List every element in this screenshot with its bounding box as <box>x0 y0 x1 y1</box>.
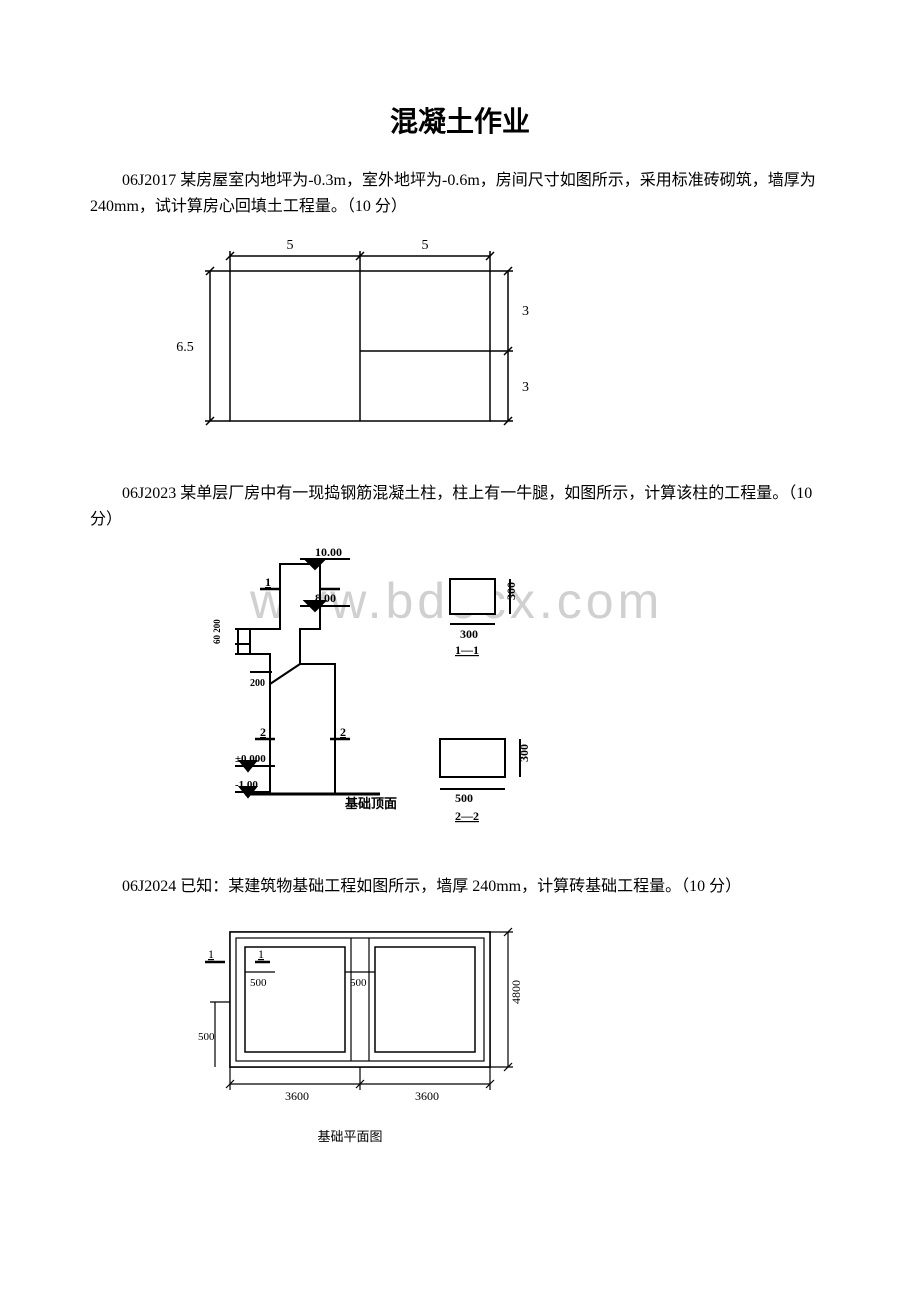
svg-text:200: 200 <box>250 678 265 689</box>
svg-text:300: 300 <box>504 582 518 600</box>
svg-text:300: 300 <box>460 627 478 641</box>
figure-1: 5 5 6.5 3.5 3 <box>150 231 830 441</box>
svg-text:3600: 3600 <box>415 1089 439 1103</box>
svg-text:3: 3 <box>522 380 529 395</box>
svg-text:2—2: 2—2 <box>455 809 479 823</box>
svg-text:1—1: 1—1 <box>455 643 479 657</box>
svg-text:4800: 4800 <box>509 980 523 1004</box>
svg-text:500: 500 <box>455 791 473 805</box>
svg-text:6.5: 6.5 <box>176 340 194 355</box>
figure-2: www.bdocx.com <box>150 544 830 834</box>
svg-text:1: 1 <box>265 575 271 589</box>
svg-text:-1.00: -1.00 <box>235 779 258 791</box>
svg-text:3.5: 3.5 <box>522 304 530 319</box>
svg-text:500: 500 <box>350 977 367 989</box>
problem-1-text: 06J2017 某房屋室内地坪为-0.3m，室外地坪为-0.6m，房间尺寸如图所… <box>90 168 830 219</box>
figure-3-caption: 基础平面图 <box>150 1126 550 1145</box>
svg-text:1: 1 <box>208 947 214 961</box>
problem-2-text: 06J2023 某单层厂房中有一现捣钢筋混凝土柱，柱上有一牛腿，如图所示，计算该… <box>90 481 830 532</box>
page-title: 混凝土作业 <box>90 100 830 140</box>
svg-text:5: 5 <box>422 238 429 253</box>
svg-text:5: 5 <box>287 238 294 253</box>
svg-text:500: 500 <box>250 977 267 989</box>
svg-text:60 200: 60 200 <box>212 619 222 644</box>
svg-text:300: 300 <box>517 744 531 762</box>
problem-3-text: 06J2024 已知：某建筑物基础工程如图所示，墙厚 240mm，计算砖基础工程… <box>90 874 830 900</box>
svg-text:±0.000: ±0.000 <box>235 753 266 765</box>
svg-text:2: 2 <box>260 725 266 739</box>
svg-text:3600: 3600 <box>285 1089 309 1103</box>
svg-text:500: 500 <box>198 1031 215 1043</box>
svg-text:2: 2 <box>340 725 346 739</box>
svg-text:基础顶面: 基础顶面 <box>344 796 397 811</box>
figure-3: 1 1 500 500 500 3600 3600 4800 基础平面图 <box>150 912 830 1145</box>
svg-text:10.00: 10.00 <box>315 545 342 559</box>
svg-text:1: 1 <box>258 947 264 961</box>
svg-text:8.00: 8.00 <box>315 591 336 605</box>
